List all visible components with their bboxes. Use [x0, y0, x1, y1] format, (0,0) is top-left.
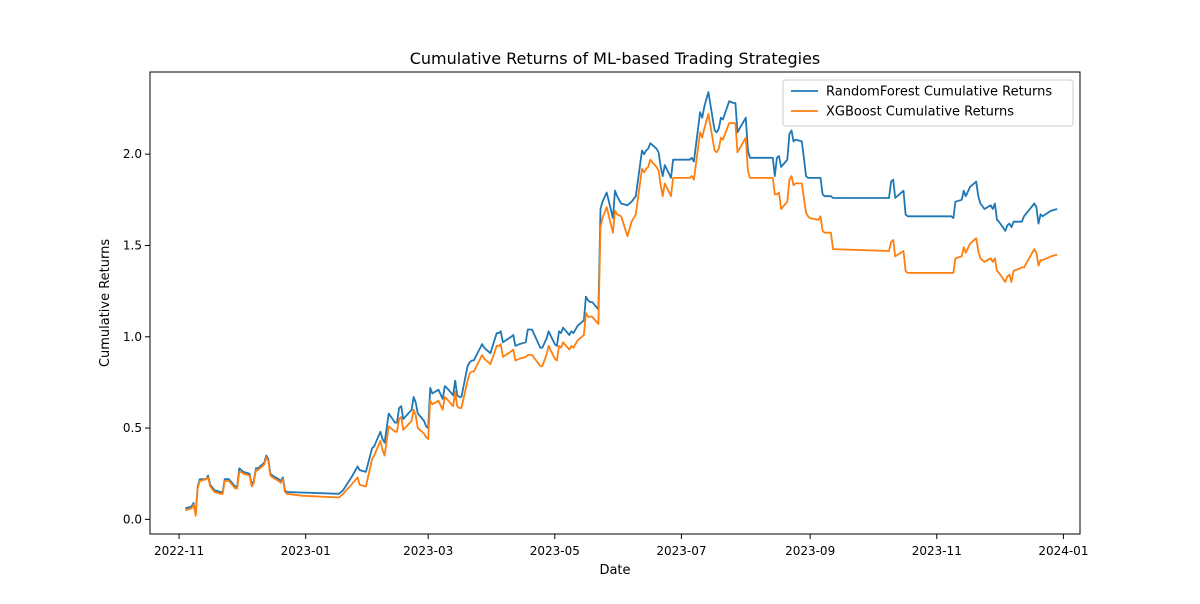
- x-tick-label: 2022-11: [154, 544, 204, 558]
- series-line-1: [185, 113, 1058, 517]
- y-tick-label: 2.0: [123, 147, 142, 161]
- x-axis-label: Date: [599, 563, 630, 578]
- y-tick-label: 1.5: [123, 238, 142, 252]
- plot-frame: [149, 71, 1081, 535]
- x-tick-label: 2023-01: [281, 544, 331, 558]
- x-tick-label: 2024-01: [1038, 544, 1088, 558]
- y-axis: 0.0 0.5 1.0 1.5 2.0: [123, 147, 150, 526]
- chart-title: Cumulative Returns of ML-based Trading S…: [410, 49, 821, 68]
- x-tick-label: 2023-03: [403, 544, 453, 558]
- y-axis-label: Cumulative Returns: [98, 239, 113, 367]
- legend-label: XGBoost Cumulative Returns: [826, 105, 1014, 120]
- legend: RandomForest Cumulative Returns XGBoost C…: [782, 79, 1074, 127]
- series-line-0: [185, 91, 1058, 515]
- x-tick-label: 2023-09: [785, 544, 835, 558]
- y-tick-label: 0.0: [123, 512, 142, 526]
- legend-label: RandomForest Cumulative Returns: [826, 85, 1052, 100]
- series-lines: [185, 91, 1058, 517]
- legend-box: [782, 79, 1074, 127]
- x-axis: 2022-11 2023-01 2023-03 2023-05 2023-07 2023-…: [154, 534, 1088, 558]
- x-tick-label: 2023-05: [530, 544, 580, 558]
- x-tick-label: 2023-07: [656, 544, 706, 558]
- x-tick-label: 2023-11: [912, 544, 962, 558]
- y-tick-label: 0.5: [123, 421, 142, 435]
- y-tick-label: 1.0: [123, 330, 142, 344]
